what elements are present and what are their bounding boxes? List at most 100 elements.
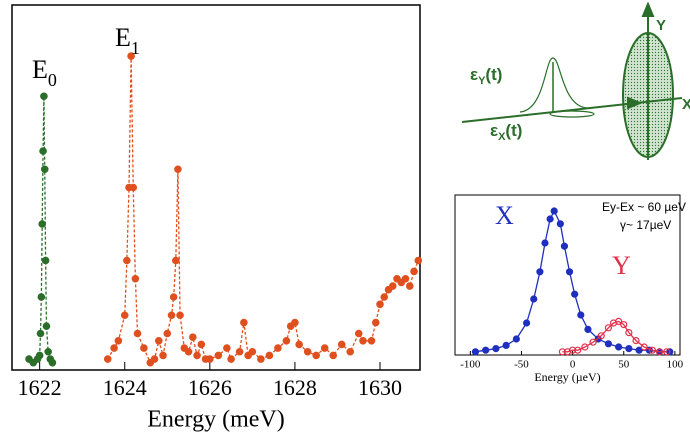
pulse-x [549,110,595,118]
data-point [414,256,423,265]
data-point [502,341,510,349]
data-point [401,274,410,283]
data-point [655,348,664,356]
label-text: X [682,96,690,113]
data-point [303,347,312,356]
data-point [110,344,118,352]
data-point [604,340,613,348]
data-point [41,256,50,265]
data-point [371,318,380,327]
label-text: E [115,23,131,52]
data-point [512,335,520,343]
x-tick-label: 1630 [358,375,402,400]
x-tick-label: 0 [570,359,576,371]
label-text: E [32,55,48,84]
data-point [163,329,172,338]
diagram-label: εX(t) [490,121,522,142]
label-subscript: 0 [48,70,57,90]
data-point [167,311,176,320]
data-point [560,242,569,250]
peak-label: E1 [115,23,140,58]
data-point [388,282,397,290]
data-point [550,207,558,215]
series-line [28,96,53,364]
data-point [632,337,640,345]
data-point [42,322,51,331]
data-point [291,318,299,327]
data-point [127,52,135,60]
data-point [337,340,346,349]
data-point [174,165,182,174]
data-point [620,321,628,329]
data-point [581,343,589,351]
series-label: Y [612,251,631,280]
data-point [184,347,193,356]
label-text: ε [470,65,478,84]
x-tick-label: 100 [667,359,684,371]
data-point [410,267,418,276]
data-point [536,268,544,276]
data-point [380,293,389,301]
x-axis-label: Energy (µeV) [534,370,600,384]
data-point [40,165,49,174]
data-point [640,343,648,351]
data-point [235,347,244,356]
diagram-label: Y [656,17,666,34]
data-point [367,336,376,345]
data-point [206,355,214,363]
data-point [103,355,112,363]
data-point [604,324,613,332]
data-point [129,183,138,192]
data-point [189,333,197,341]
data-point [589,338,597,346]
data-point [39,147,47,155]
data-point [615,317,623,325]
data-point [176,311,184,320]
data-point [354,329,363,338]
data-point [48,358,57,367]
data-point [541,239,549,247]
data-point [123,256,131,265]
data-point [40,92,48,101]
x-tick-label: 1622 [18,375,62,400]
data-point [159,351,167,360]
data-point [571,290,579,298]
data-point [663,348,671,356]
data-point [522,319,531,327]
diagram-label: εY(t) [470,65,502,86]
data-point [38,220,47,228]
data-point [150,355,159,363]
data-point [265,351,274,360]
x-axis-label: Energy (meV) [147,407,285,433]
data-point [154,336,163,345]
data-point [248,347,257,356]
data-point [376,300,384,309]
label-subscript: 1 [131,38,140,58]
label-text: ε [490,121,498,140]
data-point [565,268,574,276]
x-tick-label: -50 [514,359,529,371]
data-point [114,336,123,345]
data-point [635,346,643,354]
data-point [120,311,129,320]
data-point [492,345,500,353]
data-point [320,344,329,352]
data-point [133,329,142,338]
data-point [140,344,148,352]
arrow-head [641,1,655,17]
data-point [36,329,45,338]
data-point [546,215,554,223]
data-point [558,348,566,356]
pulse-y [519,57,591,113]
data-point [359,336,367,345]
data-point [405,282,414,290]
data-point [577,311,585,319]
data-point [329,351,338,360]
data-point [482,346,490,354]
x-tick-label: 1626 [188,375,232,400]
series-label: X [495,201,514,230]
x-tick-label: 50 [618,359,630,371]
data-point [625,329,633,337]
data-point [574,346,582,354]
